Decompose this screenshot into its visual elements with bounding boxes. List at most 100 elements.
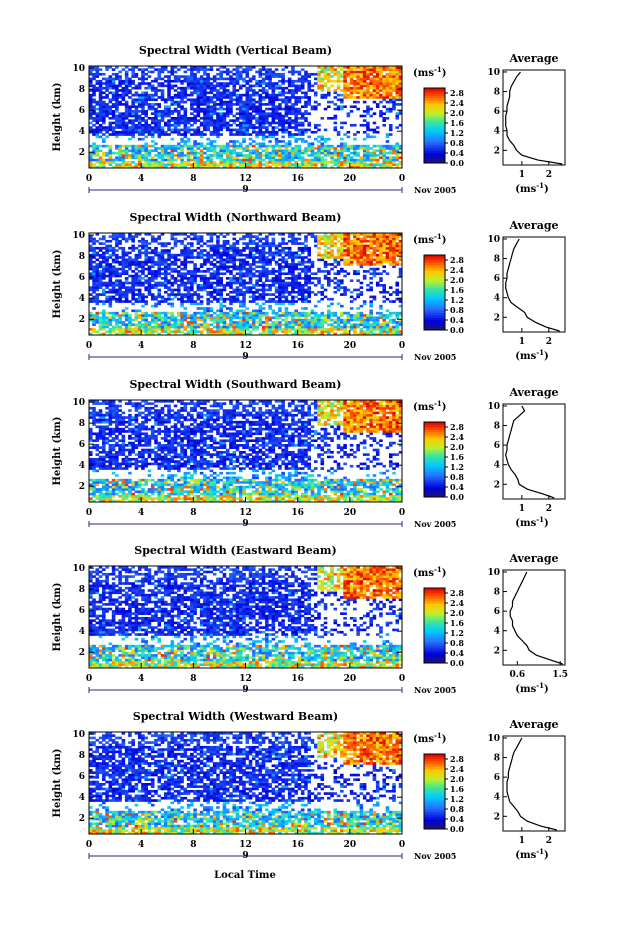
heatmap-cell [232, 119, 237, 122]
heatmap-cell [372, 68, 377, 71]
heatmap-cell [134, 246, 139, 250]
heatmap-cell [304, 112, 308, 115]
heatmap-cell [206, 117, 210, 120]
heatmap-cell [366, 126, 370, 129]
heatmap-cell [255, 279, 259, 282]
heatmap-cell [203, 165, 207, 169]
heatmap-cell [278, 151, 282, 155]
heatmap-cell [281, 130, 285, 134]
heatmap-cell [190, 297, 194, 301]
heatmap-cell [346, 149, 351, 153]
colorbar-tick-label: 1.2 [450, 128, 464, 138]
heatmap-cell [242, 117, 246, 120]
heatmap-cell [349, 82, 354, 85]
heatmap-cell [183, 135, 188, 139]
heatmap-cell [186, 256, 191, 259]
heatmap-cell [258, 323, 263, 327]
heatmap-cell [235, 242, 240, 245]
heatmap-cell [379, 93, 383, 97]
heatmap-cell [265, 332, 269, 336]
colorbar-segment [424, 148, 445, 151]
heatmap-cell [160, 258, 165, 262]
heatmap-cell [216, 256, 220, 259]
heatmap-cell [219, 265, 223, 269]
heatmap-cell [281, 98, 285, 102]
heatmap-cell [372, 70, 377, 74]
heatmap-cell [232, 244, 237, 248]
heatmap-cell [180, 165, 184, 169]
heatmap-cell [235, 325, 240, 329]
heatmap-cell [255, 260, 259, 264]
heatmap-cell [320, 321, 325, 324]
heatmap-cell [219, 128, 223, 132]
heatmap-cell [167, 82, 171, 85]
heatmap-cell [102, 270, 106, 273]
heatmap-cell [193, 114, 197, 118]
heatmap-cell [209, 149, 214, 153]
heatmap-cell [255, 79, 259, 83]
heatmap-cell [291, 332, 295, 336]
heatmap-cell [343, 121, 347, 125]
heatmap-cell [382, 77, 386, 81]
heatmap-cell [255, 302, 259, 306]
heatmap-cell [258, 128, 263, 132]
heatmap-cell [173, 128, 178, 132]
heatmap-cell [131, 82, 135, 85]
heatmap-cell [258, 98, 263, 102]
heatmap-cell [157, 253, 162, 257]
heatmap-cell [261, 288, 266, 292]
heatmap-cell [173, 126, 178, 129]
heatmap-cell [281, 119, 285, 122]
heatmap-cell [287, 253, 292, 257]
heatmap-cell [134, 156, 139, 160]
heatmap-cell [252, 149, 256, 153]
heatmap-cell [287, 110, 292, 113]
heatmap-cell [196, 77, 201, 81]
heatmap-cell [183, 112, 188, 115]
heatmap-cell [216, 316, 220, 320]
heatmap-cell [163, 249, 168, 252]
heatmap-cell [190, 68, 194, 71]
heatmap-cells [89, 233, 403, 336]
heatmap-cell [137, 249, 142, 252]
heatmap-cell [281, 163, 285, 166]
heatmap-cell [242, 258, 246, 262]
heatmap-cell [115, 165, 119, 169]
heatmap-cell [252, 242, 256, 245]
heatmap-cell [206, 114, 210, 118]
heatmap-cell [278, 314, 282, 317]
heatmap-cell [271, 332, 276, 336]
heatmap-cell [268, 270, 272, 273]
heatmap-cell [98, 163, 103, 166]
heatmap-cell [300, 161, 305, 164]
heatmap-cell [92, 149, 96, 153]
heatmap-cell [167, 163, 171, 166]
heatmap-cell [278, 263, 282, 266]
heatmap-cell [190, 314, 194, 317]
heatmap-cell [222, 103, 227, 106]
heatmap-cell [124, 149, 129, 153]
heatmap-cell [186, 246, 191, 250]
heatmap-cell [375, 103, 380, 106]
heatmap-cell [144, 142, 148, 146]
heatmap-cell [274, 75, 279, 78]
heatmap-cell [209, 328, 214, 331]
heatmap-cell [216, 281, 220, 285]
heatmap-cell [304, 93, 308, 97]
heatmap-cell [225, 277, 230, 280]
heatmap-cell [177, 284, 181, 287]
heatmap-cell [271, 297, 276, 301]
y-tick-label: 4 [79, 127, 85, 137]
heatmap-cell [167, 258, 171, 262]
heatmap-cell [327, 75, 331, 78]
heatmap-cell [212, 75, 217, 78]
heatmap-cell [180, 151, 184, 155]
heatmap-cell [131, 70, 135, 74]
heatmap-cell [271, 103, 276, 106]
heatmap-cell [111, 237, 116, 241]
heatmap-cell [330, 249, 334, 252]
heatmap-cell [105, 249, 109, 252]
colorbar-segment [424, 128, 445, 131]
heatmap-cell [115, 130, 119, 134]
heatmap-cell [209, 314, 214, 317]
